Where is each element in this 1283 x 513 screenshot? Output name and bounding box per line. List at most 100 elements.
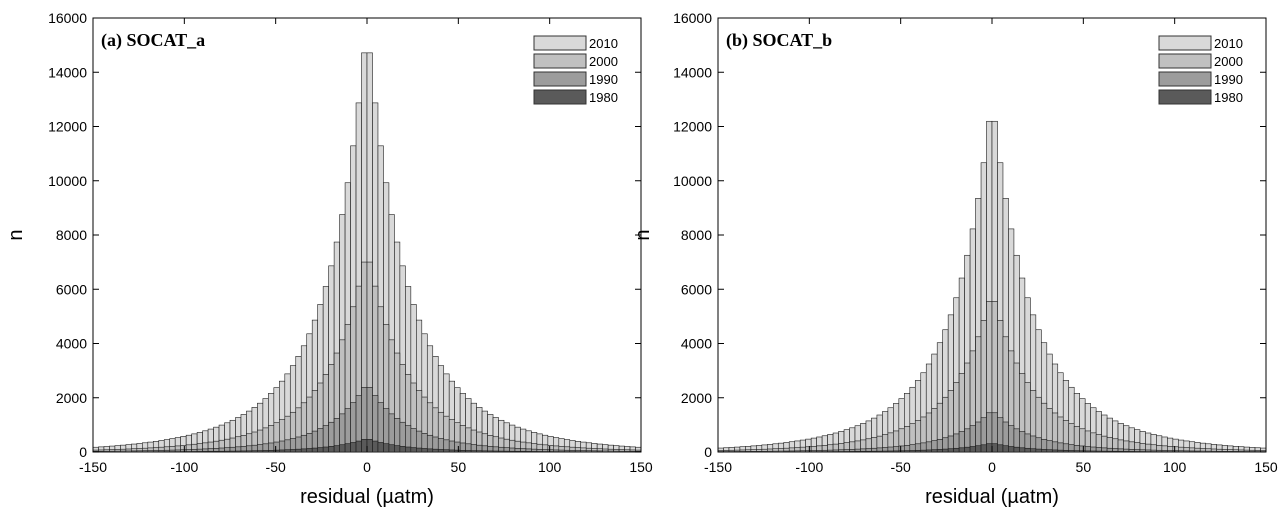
histogram-bar-1980: [344, 443, 351, 453]
histogram-bar-1980: [1030, 448, 1037, 453]
histogram-bar-1980: [525, 451, 532, 453]
histogram-bar-1980: [871, 450, 878, 453]
histogram-bar-1980: [1035, 448, 1042, 453]
histogram-bar-1980: [1057, 449, 1064, 453]
histogram-bar-1980: [394, 445, 401, 453]
histogram-bar-1990: [756, 451, 763, 453]
legend-swatch-2000: [533, 53, 587, 69]
histogram-bar-1980: [470, 450, 477, 453]
histogram-bar-1980: [257, 450, 264, 453]
histogram-bar-1990: [613, 450, 620, 453]
x-tick-label: 50: [451, 459, 467, 475]
y-tick-label: 8000: [681, 227, 712, 243]
y-axis-ticks: 0 2000 4000 6000 8000 10000 12000 14000 16000: [48, 10, 641, 460]
histogram-bar-1980: [235, 450, 242, 453]
histogram-bar-1980: [1068, 450, 1075, 453]
histogram-bar-1980: [481, 450, 488, 453]
histogram-bar-1990: [761, 450, 768, 453]
x-tick-label: -50: [891, 459, 911, 475]
histogram-bar-1980: [893, 450, 900, 453]
x-tick-label: -150: [704, 459, 732, 475]
histogram-bar-1990: [103, 450, 110, 453]
histogram-bar-1990: [120, 450, 127, 453]
histogram-bar-1980: [1046, 449, 1053, 453]
histogram-bar-1980: [1101, 450, 1108, 453]
histogram-bar-1980: [251, 450, 258, 453]
histogram-bar-1980: [876, 450, 883, 453]
histogram-bar-1980: [1024, 447, 1031, 453]
histogram-bar-1980: [191, 451, 198, 453]
histogram-bar-1980: [1041, 449, 1048, 453]
histogram-bar-1980: [1095, 450, 1102, 453]
histogram-bar-1980: [1117, 451, 1124, 453]
histogram-bar-1980: [860, 451, 867, 453]
histogram-bar-1980: [240, 450, 247, 453]
histogram-bar-1980: [295, 448, 302, 453]
y-tick-label: 6000: [56, 281, 87, 297]
histogram-bar-1980: [246, 450, 253, 453]
histogram-bar-1980: [421, 448, 428, 453]
histogram-bar-1980: [1090, 450, 1097, 453]
y-axis-ticks: 0 2000 4000 6000 8000 10000 12000 14000 16000: [673, 10, 1266, 460]
x-tick-label: 100: [1163, 459, 1187, 475]
histogram-bar-1980: [350, 442, 357, 453]
histogram-bar-1980: [333, 445, 340, 453]
x-tick-label: 150: [1254, 459, 1278, 475]
histogram-bar-1980: [904, 450, 911, 453]
legend: 2010 2000 1990 1980: [533, 35, 618, 105]
x-tick-label: 150: [629, 459, 653, 475]
histogram-bar-1980: [311, 447, 318, 453]
legend-swatch-2010: [1158, 35, 1212, 51]
histogram-bar-1990: [734, 451, 741, 453]
y-tick-label: 4000: [681, 336, 712, 352]
histogram-bar-1980: [361, 439, 368, 453]
histogram-bar-1980: [942, 448, 949, 453]
histogram-bar-1980: [536, 451, 543, 453]
legend-label: 2010: [589, 36, 618, 51]
panel-a: 0 2000 4000 6000 8000 10000 12000 14000 16000 -1…: [5, 10, 653, 508]
legend-label: 2010: [1214, 36, 1243, 51]
y-tick-label: 10000: [48, 173, 87, 189]
x-tick-label: -100: [170, 459, 198, 475]
histogram-bar-1990: [624, 450, 631, 453]
y-tick-label: 2000: [681, 390, 712, 406]
histogram-bar-1980: [920, 449, 927, 453]
histogram-bar-1980: [443, 449, 450, 453]
x-tick-label: -150: [79, 459, 107, 475]
histogram-bar-1980: [1019, 447, 1026, 453]
histogram-bar-1980: [975, 445, 982, 453]
histogram-bar-1980: [426, 448, 434, 453]
histogram-bar-1980: [498, 450, 505, 453]
histogram-bar-1980: [936, 449, 943, 453]
histogram-bar-1980: [1073, 450, 1080, 453]
y-tick-label: 0: [79, 444, 87, 460]
histogram-bar-1990: [629, 450, 636, 453]
histogram-bar-1980: [383, 443, 390, 453]
histogram-bar-1980: [465, 450, 472, 453]
legend-swatch-1980: [533, 89, 587, 105]
x-axis-ticks: -150 -100 -50 0 50 100 150: [79, 18, 653, 475]
histogram-bar-1980: [492, 450, 499, 453]
histogram-bar-1990: [739, 451, 746, 453]
histogram-bar-1980: [882, 450, 889, 453]
histogram-bar-1980: [1062, 450, 1070, 453]
legend-swatch-1990: [533, 71, 587, 87]
histogram-bar-1980: [1106, 450, 1113, 453]
histogram-bar-1980: [1008, 446, 1015, 453]
histogram-bar-1980: [1079, 450, 1086, 453]
histogram-bar-1980: [229, 450, 236, 453]
histogram-bar-1990: [772, 450, 779, 453]
histogram-bar-1980: [448, 449, 455, 453]
histogram-bar-1980: [410, 447, 417, 453]
histogram-bar-1990: [98, 450, 105, 453]
histogram-bar-1980: [279, 449, 286, 453]
histogram-bar-1980: [1134, 451, 1141, 453]
histogram-bar-1990: [1205, 450, 1212, 453]
legend-swatch-1980: [1158, 89, 1212, 105]
y-tick-label: 6000: [681, 281, 712, 297]
histogram-bar-1980: [355, 440, 362, 453]
y-tick-label: 10000: [673, 173, 712, 189]
histogram-bar-1980: [980, 444, 987, 453]
histogram-bar-1980: [953, 447, 960, 453]
